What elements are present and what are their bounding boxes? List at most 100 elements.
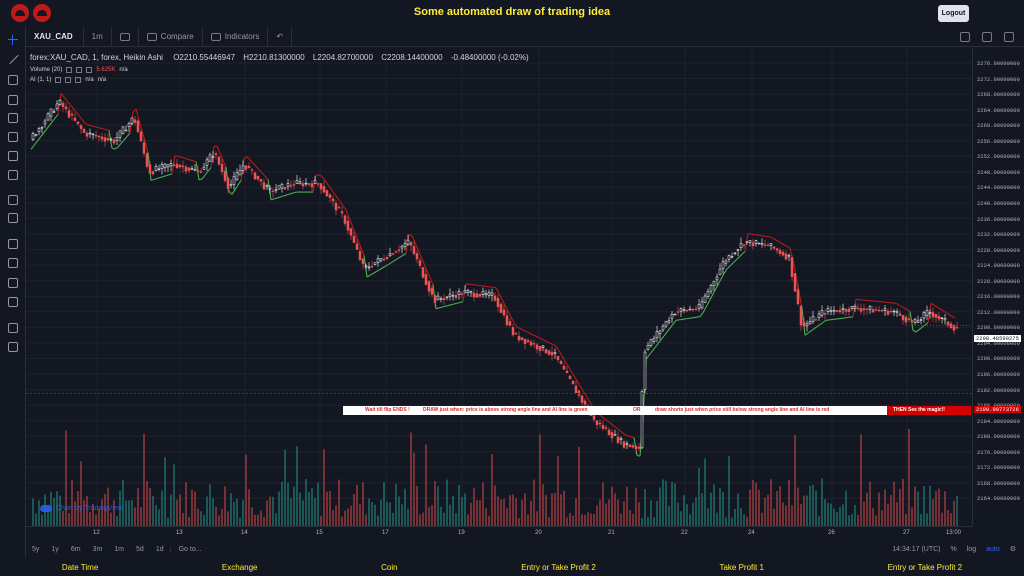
ai-line-segment [654, 343, 659, 348]
ai-line-segment [573, 375, 578, 381]
ruler-icon[interactable] [8, 195, 18, 205]
chart-style-button[interactable] [112, 26, 139, 47]
ai-line-segment [579, 385, 584, 391]
crosshair-icon[interactable] [8, 35, 18, 45]
auto-toggle[interactable]: auto [986, 545, 1000, 553]
eye-icon[interactable] [66, 67, 73, 73]
measure-range-icon[interactable] [8, 151, 18, 161]
candle-body [916, 320, 920, 323]
legend-title[interactable]: forex:XAU_CAD, 1, forex, Heikin Ashi [30, 53, 163, 62]
fullscreen-icon[interactable] [982, 31, 992, 42]
layers-icon[interactable] [8, 323, 18, 333]
back-arrow-icon[interactable] [8, 170, 18, 180]
tradingview-watermark[interactable]: Chart by TradingView [40, 505, 123, 512]
trend-line-icon[interactable] [8, 55, 18, 65]
range-1y[interactable]: 1y [51, 545, 59, 553]
footer-entry-tp2: Entry or Take Profit 2 [521, 562, 596, 572]
volume-bar [551, 493, 553, 526]
volume-bar [413, 452, 415, 526]
ai-line-segment [798, 291, 803, 309]
ai-line-segment [801, 307, 806, 336]
candle-body [799, 305, 803, 326]
time-axis[interactable]: 12 13 14 15 17 19 20 21 22 24 26 27 13:00 [26, 526, 972, 540]
settings-icon[interactable] [65, 77, 72, 83]
range-1d[interactable]: 1d [155, 545, 164, 553]
candle-body [97, 135, 101, 138]
goto-button[interactable]: Go to... [169, 545, 210, 553]
ai-line-segment [669, 323, 674, 329]
pattern-icon[interactable] [8, 132, 18, 142]
candle-body [259, 179, 263, 182]
volume-indicator-legend[interactable]: Volume (20) 5.625K n/a [30, 67, 128, 73]
ai-line-segment [345, 209, 350, 218]
ai-line-segment [321, 176, 326, 181]
ai-line-segment [717, 278, 722, 286]
volume-bar [947, 509, 949, 526]
ai-line-segment [582, 390, 587, 396]
candle-body [634, 446, 638, 449]
range-1m[interactable]: 1m [114, 545, 125, 553]
trash-icon[interactable] [8, 342, 18, 352]
fib-icon[interactable] [8, 75, 18, 85]
settings-icon[interactable]: ⚙ [1009, 546, 1016, 553]
volume-bar [182, 512, 184, 526]
zoom-icon[interactable] [8, 213, 18, 223]
candle-body [862, 308, 866, 311]
ai-line-segment [933, 304, 938, 308]
volume-bar [221, 508, 223, 526]
close-icon[interactable] [75, 77, 82, 83]
ai-line-segment [273, 197, 278, 200]
candle-body [103, 137, 107, 142]
price-chart[interactable] [26, 48, 972, 526]
ai-line-segment [351, 224, 356, 233]
candle-body [769, 243, 773, 246]
pencil-lock-icon[interactable] [8, 258, 18, 268]
candle-body [817, 313, 821, 318]
range-5y[interactable]: 5y [32, 545, 40, 553]
candle-body [109, 138, 113, 141]
interval-button[interactable]: 1m [84, 26, 112, 47]
clock-time[interactable]: 14:34:17 (UTC) [892, 545, 941, 553]
range-6m[interactable]: 6m [70, 545, 81, 553]
price-tick: 2212.00000000 [977, 308, 1020, 316]
settings-icon[interactable] [960, 31, 970, 42]
volume-bar [392, 512, 394, 526]
candle-body [328, 194, 332, 198]
ai-line-segment [441, 305, 446, 308]
undo-button[interactable]: ↶ [268, 26, 293, 47]
log-toggle[interactable]: log [966, 545, 977, 553]
percent-toggle[interactable]: % [950, 545, 957, 553]
settings-icon[interactable] [76, 67, 83, 73]
candle-body [334, 202, 338, 211]
volume-bar [140, 507, 142, 526]
eye-icon[interactable] [55, 77, 62, 83]
price-tick: 2200.00000000 [977, 355, 1020, 363]
close-icon[interactable] [86, 67, 93, 73]
lock-icon[interactable] [8, 278, 18, 288]
text-icon[interactable] [8, 113, 18, 123]
volume-bar [839, 506, 841, 526]
magnet-icon[interactable] [8, 239, 18, 249]
logout-button[interactable]: Logout [938, 5, 969, 22]
camera-icon[interactable] [1004, 31, 1014, 42]
volume-bar [314, 497, 316, 526]
candle-body [61, 102, 65, 108]
range-5d[interactable]: 5d [136, 545, 144, 553]
ai-indicator-legend[interactable]: AI (1, 1) n/a n/a [30, 77, 106, 83]
candle-body [100, 136, 104, 140]
indicators-button[interactable]: Indicators [203, 26, 269, 47]
ai-line-segment [72, 107, 77, 113]
ai-line-segment [327, 184, 332, 190]
price-axis[interactable]: 2276.00000000 2272.00000000 2268.00000000 2… [972, 48, 1024, 526]
compare-button[interactable]: Compare [139, 26, 203, 47]
symbol-search[interactable]: XAU_CAD [26, 26, 84, 47]
candle-body [754, 240, 758, 244]
ai-line-segment [894, 302, 899, 305]
eye-icon[interactable] [8, 297, 18, 307]
candle-body [478, 293, 482, 297]
brush-icon[interactable] [8, 95, 18, 105]
candle-body [670, 313, 674, 319]
volume-bar [857, 514, 859, 526]
range-3m[interactable]: 3m [92, 545, 103, 553]
volume-bar [713, 484, 715, 526]
